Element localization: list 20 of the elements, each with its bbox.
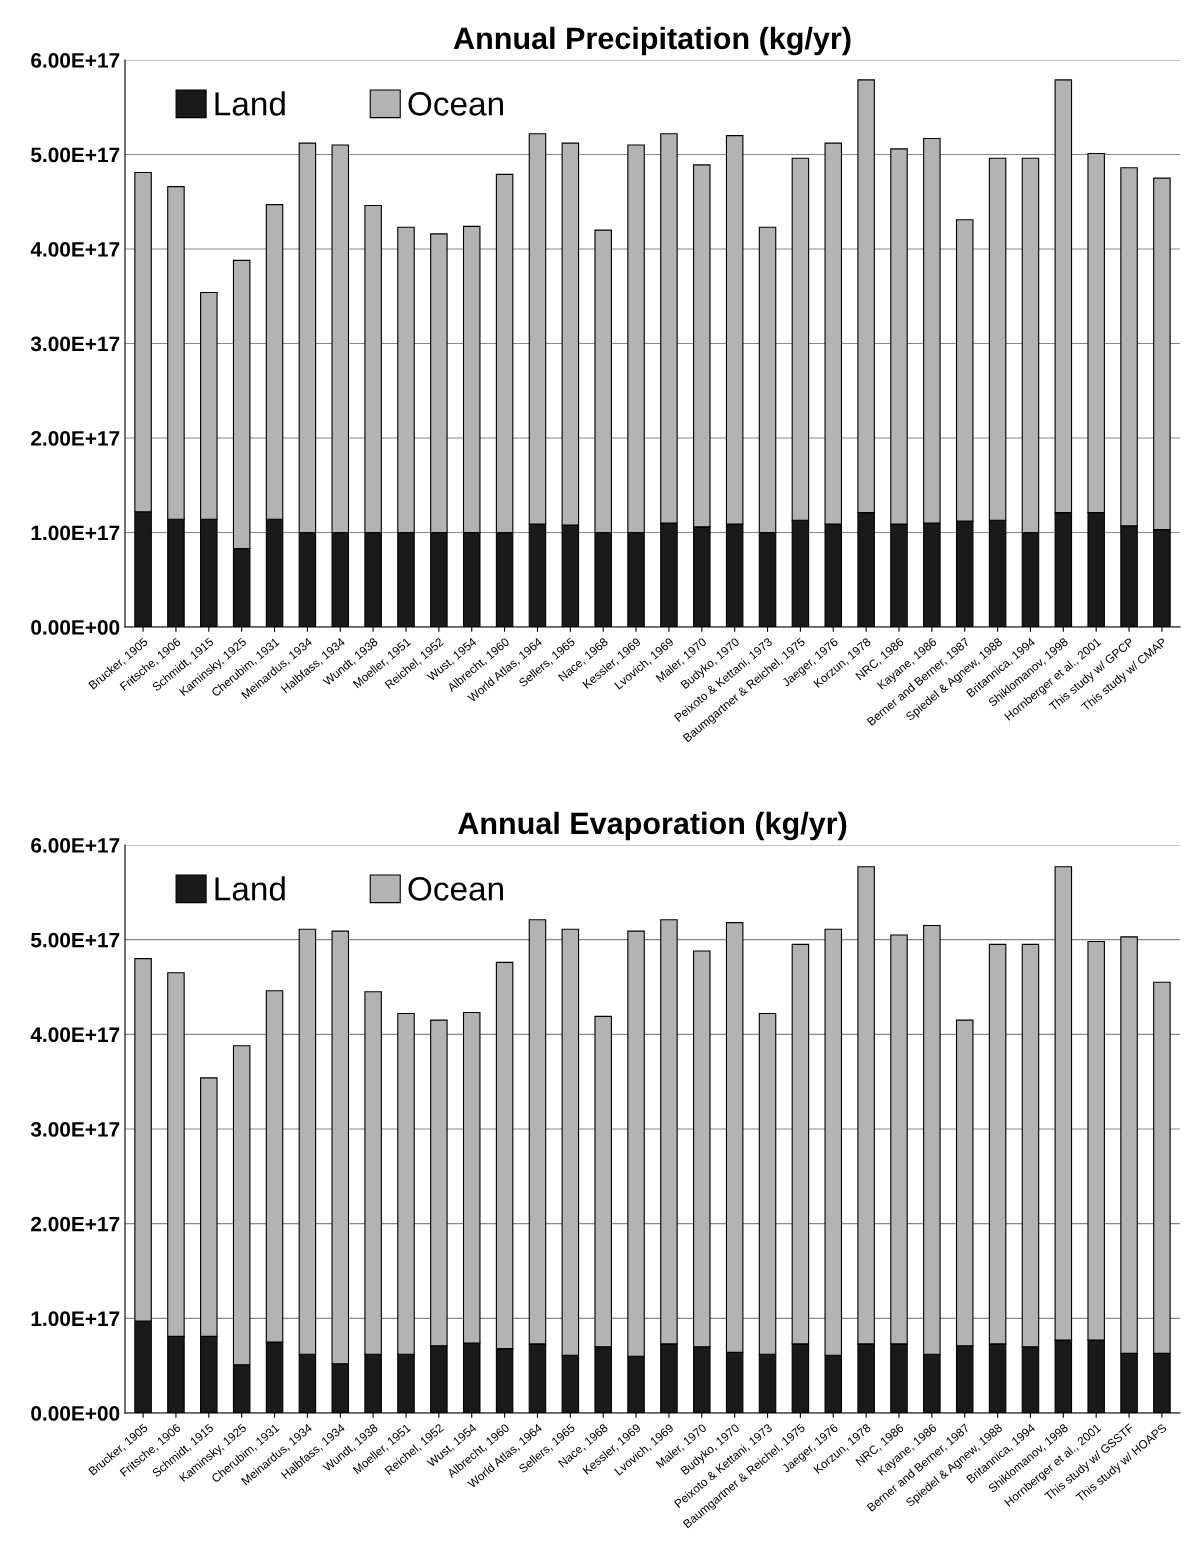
y-tick-label: 3.00E+17	[30, 336, 120, 352]
y-tick-label: 2.00E+17	[31, 431, 120, 446]
y-tick-label: 1.00E+17	[31, 525, 120, 541]
y-tick-label: 5.00E+17	[31, 932, 120, 948]
legend-label: Ocean	[408, 92, 503, 116]
y-tick-label: 5.00E+17	[31, 147, 120, 163]
legend-label: Land	[215, 876, 285, 901]
chart-title: Annual Evaporation (kg/yr)	[458, 811, 847, 841]
legend-label: Ocean	[408, 877, 503, 901]
y-tick-label: 6.00E+17	[31, 53, 120, 68]
y-tick-label: 2.00E+17	[31, 1216, 120, 1232]
y-tick-label: 6.00E+17	[31, 838, 120, 853]
y-tick-label: 0.00E+00	[31, 1406, 120, 1421]
y-tick-label: 4.00E+17	[30, 1027, 120, 1043]
y-tick-label: 3.00E+17	[30, 1122, 120, 1137]
y-tick-label: 0.00E+00	[31, 620, 120, 635]
legend-label: Land	[215, 91, 285, 116]
chart-title: Annual Precipitation (kg/yr)	[453, 26, 851, 56]
y-tick-label: 4.00E+17	[30, 242, 120, 257]
y-tick-label: 1.00E+17	[31, 1311, 120, 1327]
